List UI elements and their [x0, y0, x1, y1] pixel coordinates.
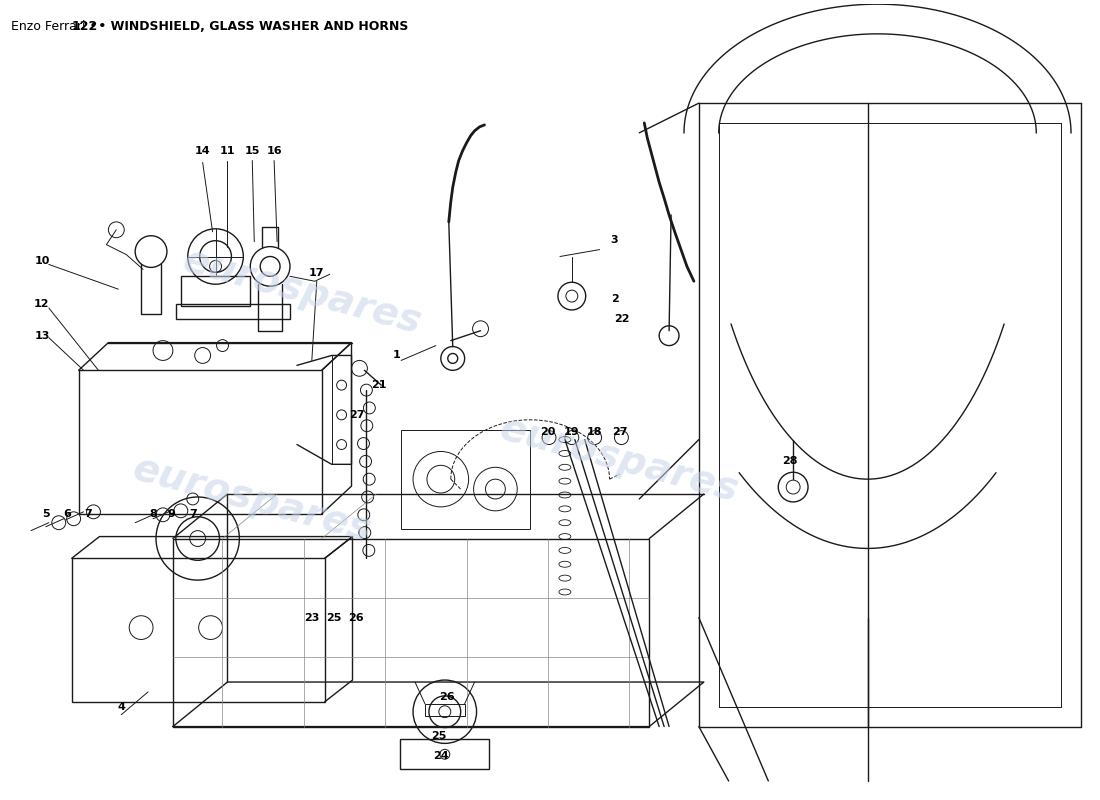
Text: eurospares: eurospares — [129, 449, 376, 549]
Text: 14: 14 — [195, 146, 210, 156]
Text: 26: 26 — [348, 613, 363, 622]
Bar — [425, 704, 464, 716]
Text: 13: 13 — [34, 330, 50, 341]
Text: 6: 6 — [64, 509, 72, 519]
Text: 26: 26 — [439, 692, 454, 702]
Bar — [400, 739, 490, 769]
Text: 24: 24 — [433, 751, 449, 762]
Text: 25: 25 — [326, 613, 341, 622]
Text: 18: 18 — [587, 426, 603, 437]
Text: 27: 27 — [349, 410, 364, 420]
Text: 7: 7 — [85, 509, 92, 519]
Text: 22: 22 — [614, 314, 629, 324]
Text: 3: 3 — [610, 234, 618, 245]
Text: 5: 5 — [42, 509, 50, 519]
Text: eurospares: eurospares — [496, 410, 744, 510]
Text: 27: 27 — [612, 426, 627, 437]
Text: 17: 17 — [309, 268, 324, 278]
Text: 7: 7 — [189, 509, 197, 519]
Bar — [173, 538, 649, 726]
Text: 23: 23 — [304, 613, 319, 622]
Text: eurospares: eurospares — [178, 241, 426, 342]
Text: 9: 9 — [167, 509, 175, 519]
Bar — [402, 430, 530, 529]
Bar — [176, 304, 290, 319]
Text: 20: 20 — [540, 426, 556, 437]
Text: 28: 28 — [782, 456, 797, 466]
Text: • WINDSHIELD, GLASS WASHER AND HORNS: • WINDSHIELD, GLASS WASHER AND HORNS — [94, 20, 408, 33]
Bar — [72, 558, 324, 702]
Bar — [180, 276, 251, 306]
Text: 19: 19 — [564, 426, 580, 437]
Text: 15: 15 — [244, 146, 260, 156]
Text: 4: 4 — [118, 702, 125, 712]
Text: 16: 16 — [266, 146, 282, 156]
Text: 11: 11 — [220, 146, 235, 156]
Text: 8: 8 — [150, 509, 157, 519]
Text: 12: 12 — [34, 299, 50, 309]
Text: 25: 25 — [431, 731, 447, 742]
Text: 122: 122 — [72, 20, 98, 33]
Text: 1: 1 — [393, 350, 400, 361]
Text: 2: 2 — [610, 294, 618, 304]
Bar — [78, 370, 321, 514]
Text: Enzo Ferrari •: Enzo Ferrari • — [11, 20, 101, 33]
Text: 21: 21 — [372, 380, 387, 390]
Text: 10: 10 — [34, 257, 50, 266]
